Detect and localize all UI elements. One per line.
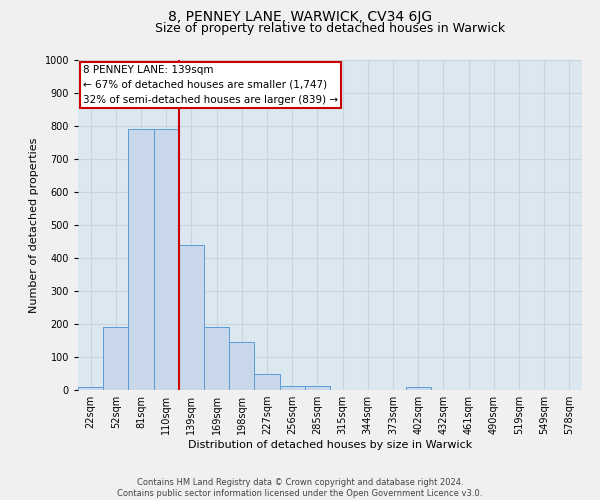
- Bar: [229, 342, 254, 390]
- Bar: [128, 130, 154, 390]
- Bar: [406, 386, 431, 390]
- Bar: [103, 328, 128, 390]
- X-axis label: Distribution of detached houses by size in Warwick: Distribution of detached houses by size …: [188, 440, 472, 450]
- Title: Size of property relative to detached houses in Warwick: Size of property relative to detached ho…: [155, 22, 505, 35]
- Text: Contains HM Land Registry data © Crown copyright and database right 2024.
Contai: Contains HM Land Registry data © Crown c…: [118, 478, 482, 498]
- Bar: [179, 245, 204, 390]
- Text: 8, PENNEY LANE, WARWICK, CV34 6JG: 8, PENNEY LANE, WARWICK, CV34 6JG: [168, 10, 432, 24]
- Text: 8 PENNEY LANE: 139sqm
← 67% of detached houses are smaller (1,747)
32% of semi-d: 8 PENNEY LANE: 139sqm ← 67% of detached …: [83, 65, 338, 104]
- Bar: [204, 328, 229, 390]
- Bar: [280, 386, 305, 390]
- Bar: [254, 374, 280, 390]
- Bar: [154, 130, 179, 390]
- Y-axis label: Number of detached properties: Number of detached properties: [29, 138, 39, 312]
- Bar: [78, 386, 103, 390]
- Bar: [305, 386, 330, 390]
